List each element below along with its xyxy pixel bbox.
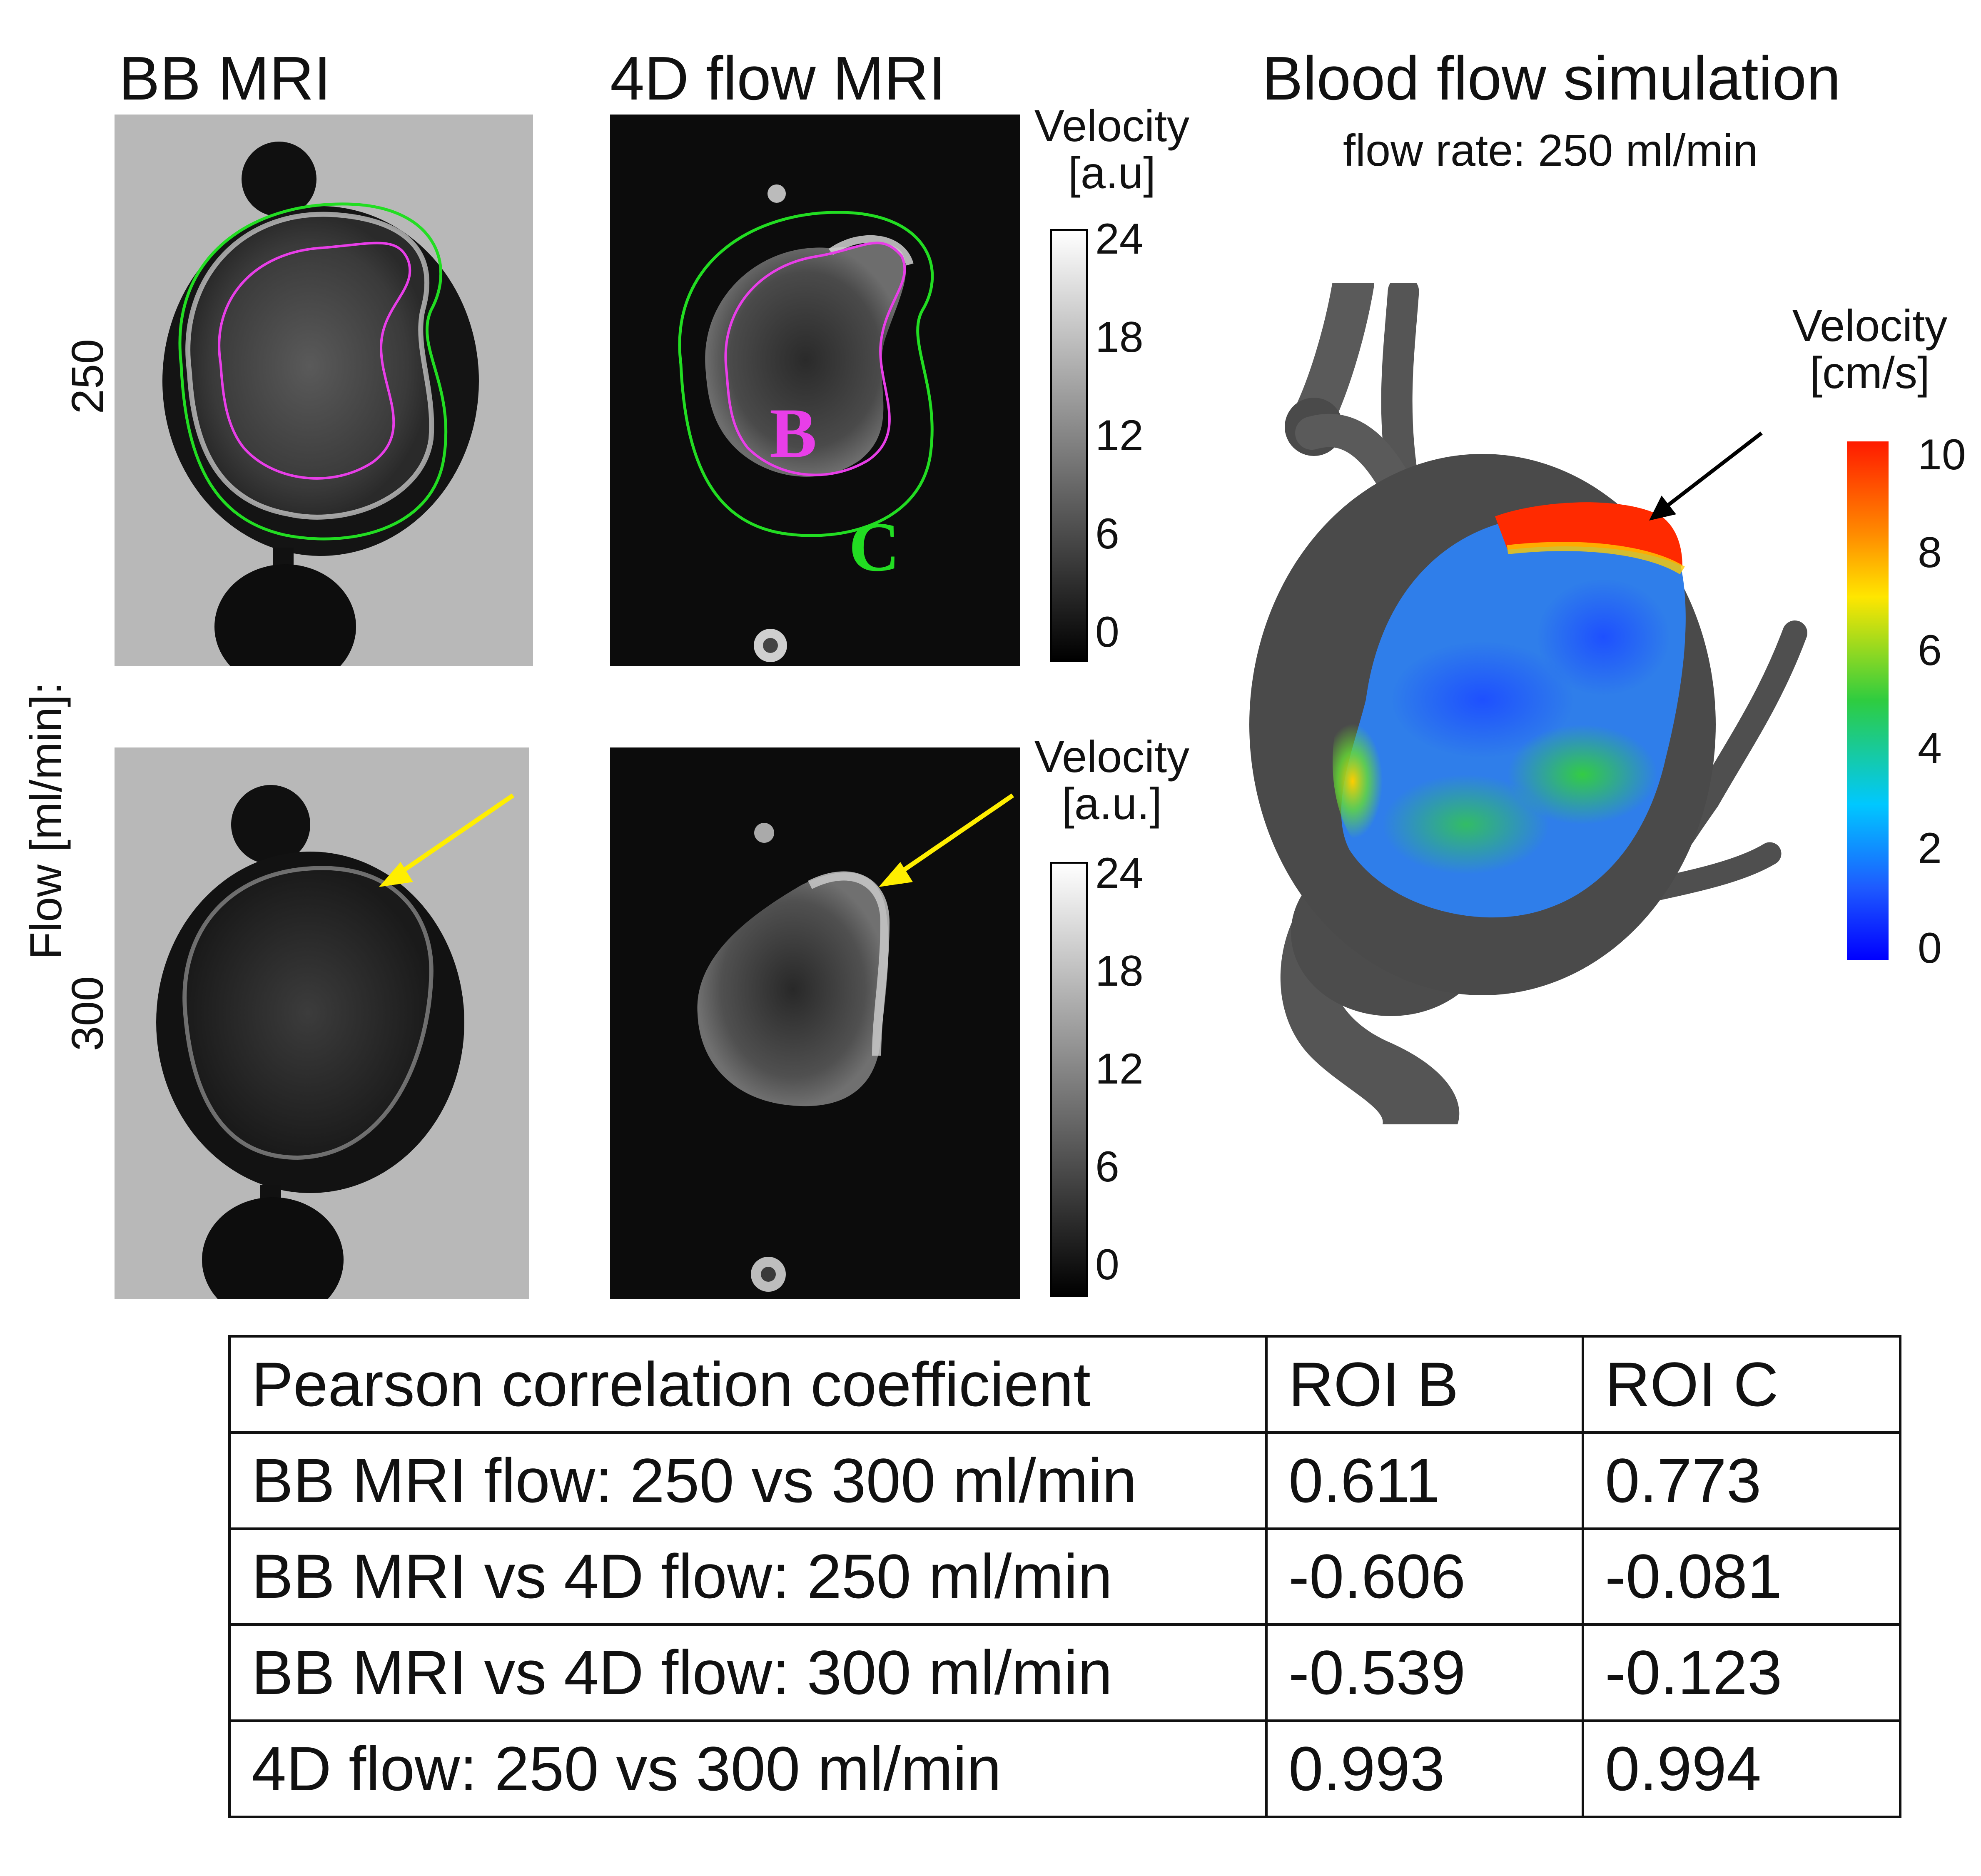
table-row: BB MRI vs 4D flow: 250 ml/min -0.606 -0.… — [228, 1527, 1901, 1626]
jet-colorbar-label-line2: [cm/s] — [1810, 347, 1930, 398]
gray-colorbar-top-label-line2: [a.u] — [1068, 147, 1156, 198]
gray-colorbar-bottom-label-line2: [a.u.] — [1062, 778, 1162, 829]
simulation-subtitle: flow rate: 250 ml/min — [1343, 125, 1758, 175]
bb-mri-250-image — [115, 115, 533, 666]
roi-c-label: C — [849, 508, 900, 586]
table-cell: 4D flow: 250 vs 300 ml/min — [228, 1719, 1268, 1818]
gray-colorbar-top-tick: 12 — [1095, 411, 1144, 460]
table-cell: BB MRI vs 4D flow: 250 ml/min — [228, 1527, 1268, 1626]
flow-axis-label: Flow [ml/min]: — [20, 682, 71, 959]
table-cell: -0.539 — [1265, 1623, 1584, 1722]
table-cell: -0.081 — [1582, 1527, 1901, 1626]
gray-colorbar-top-label-line1: Velocity — [1034, 100, 1190, 151]
jet-colorbar-tick: 6 — [1918, 626, 1942, 675]
bb-mri-300-image — [115, 747, 529, 1299]
table-cell: 0.994 — [1582, 1719, 1901, 1818]
gray-colorbar-bottom — [1050, 862, 1088, 1297]
gray-colorbar-top-label: Velocity [a.u] — [1016, 102, 1208, 197]
jet-colorbar-label-line1: Velocity — [1792, 300, 1948, 351]
flow4d-250-image — [610, 115, 1020, 666]
table-cell: BB MRI vs 4D flow: 300 ml/min — [228, 1623, 1268, 1722]
jet-colorbar-tick: 0 — [1918, 924, 1942, 972]
blood-flow-simulation-render — [1249, 283, 1807, 1124]
jet-colorbar-tick: 8 — [1918, 528, 1942, 577]
table-header-row: Pearson correlation coefficient ROI B RO… — [228, 1335, 1901, 1434]
gray-colorbar-bottom-tick: 6 — [1095, 1143, 1119, 1191]
table-header-cell: Pearson correlation coefficient — [228, 1335, 1268, 1434]
gray-colorbar-bottom-tick: 12 — [1095, 1045, 1144, 1093]
row-label-250: 250 — [62, 339, 112, 414]
jet-colorbar-tick: 2 — [1918, 824, 1942, 872]
table-row: 4D flow: 250 vs 300 ml/min 0.993 0.994 — [228, 1719, 1901, 1818]
jet-colorbar-tick: 10 — [1918, 431, 1966, 479]
gray-colorbar-bottom-tick: 24 — [1095, 849, 1144, 897]
bb-mri-heading: BB MRI — [119, 44, 331, 113]
jet-colorbar — [1847, 441, 1889, 960]
jet-colorbar-tick: 4 — [1918, 724, 1942, 772]
gray-colorbar-top — [1050, 229, 1088, 662]
gray-colorbar-bottom-label: Velocity [a.u.] — [1016, 733, 1208, 827]
gray-colorbar-bottom-tick: 0 — [1095, 1241, 1119, 1289]
table-cell: 0.773 — [1582, 1431, 1901, 1530]
simulation-heading: Blood flow simulation — [1262, 44, 1841, 113]
row-label-300: 300 — [62, 976, 112, 1051]
flow4d-heading: 4D flow MRI — [610, 44, 946, 113]
bb-mri-yellow-arrow — [379, 793, 515, 887]
gray-colorbar-top-tick: 0 — [1095, 608, 1119, 656]
gray-colorbar-top-tick: 24 — [1095, 215, 1144, 263]
table-row: BB MRI flow: 250 vs 300 ml/min 0.611 0.7… — [228, 1431, 1901, 1530]
roi-b-label: B — [770, 394, 817, 472]
gray-colorbar-bottom-tick: 18 — [1095, 947, 1144, 995]
table-cell: -0.123 — [1582, 1623, 1901, 1722]
table-header-cell: ROI B — [1265, 1335, 1584, 1434]
gray-colorbar-top-tick: 6 — [1095, 510, 1119, 558]
gray-colorbar-bottom-label-line1: Velocity — [1034, 731, 1190, 782]
jet-colorbar-label: Velocity [cm/s] — [1762, 302, 1978, 396]
flow4d-yellow-arrow — [879, 793, 1014, 887]
table-header-cell: ROI C — [1582, 1335, 1901, 1434]
table-row: BB MRI vs 4D flow: 300 ml/min -0.539 -0.… — [228, 1623, 1901, 1722]
pearson-correlation-table: Pearson correlation coefficient ROI B RO… — [228, 1335, 1901, 1818]
table-cell: 0.993 — [1265, 1719, 1584, 1818]
table-cell: BB MRI flow: 250 vs 300 ml/min — [228, 1431, 1268, 1530]
table-cell: -0.606 — [1265, 1527, 1584, 1626]
table-cell: 0.611 — [1265, 1431, 1584, 1530]
gray-colorbar-top-tick: 18 — [1095, 313, 1144, 361]
